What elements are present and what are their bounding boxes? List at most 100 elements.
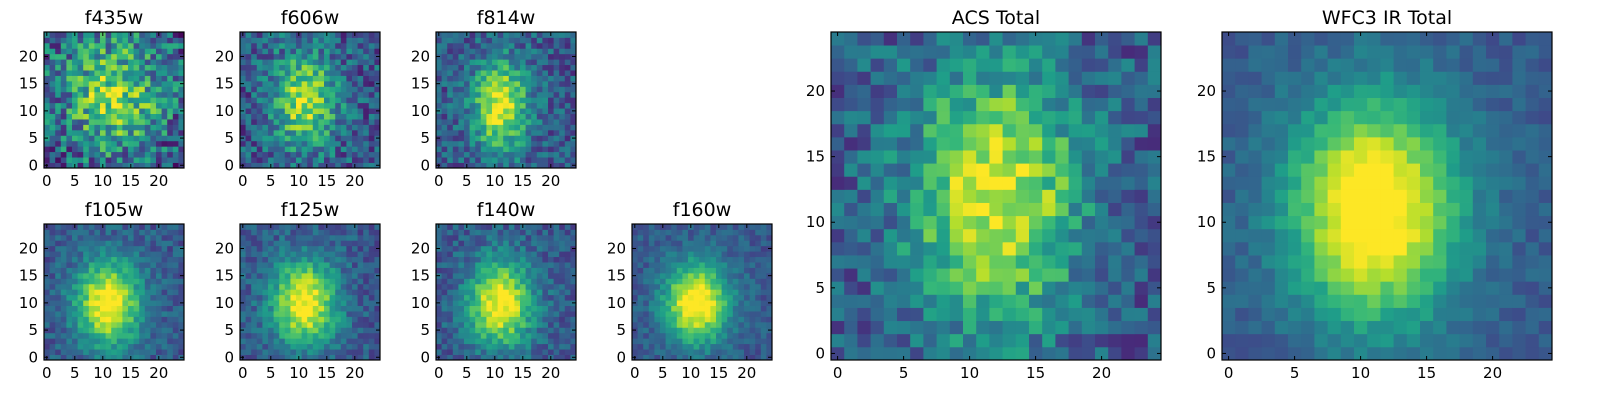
- heatmap-cell: [643, 343, 650, 350]
- heatmap-cell: [100, 240, 106, 247]
- heatmap-cell: [72, 75, 78, 82]
- heatmap-cell: [475, 146, 482, 153]
- heatmap-cell: [514, 151, 521, 158]
- heatmap-cell: [368, 129, 375, 136]
- heatmap-cell: [497, 32, 504, 38]
- heatmap-cell: [883, 255, 898, 269]
- heatmap-cell: [976, 241, 990, 256]
- heatmap-cell: [66, 157, 73, 163]
- heatmap-cell: [329, 97, 336, 104]
- heatmap-cell: [245, 37, 252, 44]
- y-tick-label: 10: [215, 102, 234, 120]
- heatmap-cell: [464, 48, 470, 55]
- heatmap-cell: [760, 311, 767, 317]
- heatmap-cell: [340, 70, 347, 76]
- heatmap-cell: [139, 124, 146, 131]
- heatmap-cell: [469, 256, 476, 263]
- heatmap-cell: [963, 281, 977, 295]
- heatmap-cell: [100, 102, 106, 109]
- heatmap-cell: [738, 251, 745, 258]
- heatmap-cell: [44, 91, 50, 98]
- heatmap-cell: [139, 140, 146, 147]
- heatmap-cell: [100, 294, 106, 301]
- heatmap-cell: [150, 305, 157, 312]
- heatmap-cell: [469, 234, 476, 241]
- heatmap-cell: [363, 75, 370, 82]
- heatmap-cell: [111, 48, 118, 55]
- heatmap-cell: [290, 42, 297, 49]
- heatmap-cell: [245, 124, 252, 131]
- heatmap-cell: [245, 108, 252, 114]
- heatmap-cell: [520, 140, 526, 147]
- heatmap-cell: [279, 332, 286, 339]
- heatmap-cell: [307, 32, 314, 38]
- heatmap-cell: [497, 42, 504, 49]
- heatmap-cell: [637, 354, 644, 361]
- heatmap-cell: [167, 300, 174, 306]
- heatmap-cell: [374, 349, 381, 355]
- heatmap-cell: [760, 267, 767, 274]
- heatmap-cell: [329, 42, 336, 49]
- heatmap-cell: [766, 256, 773, 263]
- heatmap-cell: [312, 262, 319, 268]
- heatmap-cell: [699, 300, 706, 306]
- heatmap-cell: [312, 349, 319, 355]
- heatmap-cell: [340, 305, 347, 312]
- heatmap-cell: [559, 64, 566, 71]
- heatmap-cell: [105, 343, 112, 350]
- heatmap-cell: [55, 70, 62, 76]
- heatmap-cell: [352, 283, 358, 290]
- heatmap-cell: [279, 119, 286, 125]
- heatmap-cell: [94, 289, 101, 296]
- heatmap-cell: [262, 151, 269, 158]
- heatmap-cell: [133, 91, 140, 98]
- heatmap-cell: [458, 59, 465, 66]
- heatmap-cell: [1042, 320, 1056, 335]
- heatmap-cell: [542, 278, 549, 285]
- heatmap-cell: [704, 332, 711, 339]
- heatmap-cell: [273, 102, 280, 109]
- heatmap-cell: [346, 32, 353, 38]
- heatmap-cell: [245, 48, 252, 55]
- heatmap-cell: [469, 354, 476, 361]
- heatmap-cell: [240, 343, 246, 350]
- heatmap-cell: [497, 245, 504, 252]
- heatmap-cell: [77, 262, 84, 268]
- heatmap-cell: [284, 162, 291, 169]
- x-tick-label: 0: [42, 172, 52, 190]
- heatmap-cell: [514, 70, 521, 76]
- heatmap-cell: [55, 140, 62, 147]
- heatmap-cell: [665, 262, 672, 268]
- heatmap-cell: [475, 80, 482, 87]
- heatmap-cell: [710, 305, 717, 312]
- heatmap-cell: [44, 64, 50, 71]
- heatmap-cell: [49, 129, 56, 136]
- heatmap-cell: [508, 294, 515, 301]
- heatmap-cell: [548, 349, 554, 355]
- heatmap-cell: [374, 42, 381, 49]
- heatmap-cells: [436, 32, 577, 169]
- heatmap-cell: [749, 343, 756, 350]
- heatmap-cell: [710, 332, 717, 339]
- heatmap-cell: [262, 289, 269, 296]
- heatmap-cell: [704, 234, 711, 241]
- heatmap-cell: [542, 272, 549, 279]
- heatmap-cell: [738, 256, 745, 263]
- heatmap-cell: [486, 294, 493, 301]
- heatmap-cell: [268, 108, 274, 114]
- heatmap-cell: [497, 283, 504, 290]
- heatmap-cell: [475, 240, 482, 247]
- heatmap-cell: [727, 240, 734, 247]
- heatmap-cell: [144, 70, 151, 76]
- heatmap-cell: [441, 37, 448, 44]
- heatmap-cell: [88, 48, 95, 55]
- heatmap-cell: [94, 162, 101, 169]
- heatmap-cell: [531, 97, 538, 104]
- heatmap-cell: [1081, 307, 1096, 322]
- heatmap-cell: [329, 119, 336, 125]
- heatmap-cell: [760, 327, 767, 334]
- heatmap-cell: [128, 151, 134, 158]
- heatmap-cell: [133, 251, 140, 258]
- heatmap-cell: [60, 37, 67, 44]
- heatmap-cell: [72, 157, 78, 163]
